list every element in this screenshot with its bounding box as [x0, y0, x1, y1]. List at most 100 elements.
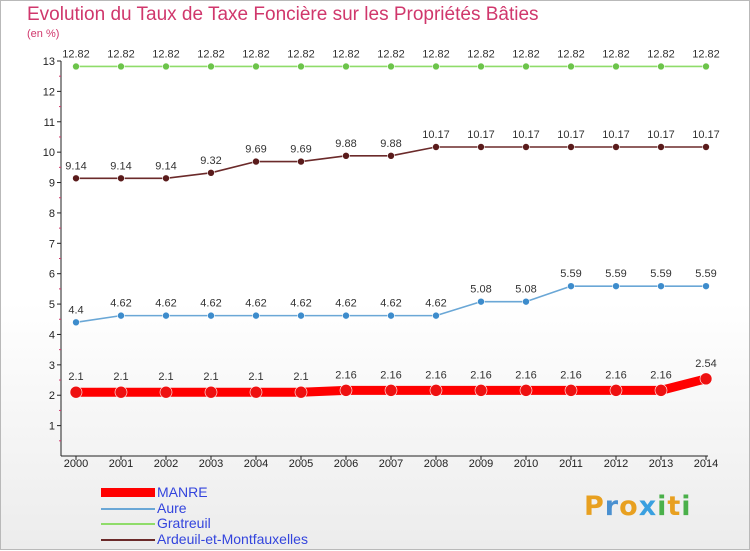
data-label: 2.16	[470, 369, 491, 381]
data-point	[609, 384, 623, 397]
legend-swatch	[101, 507, 155, 510]
x-tick-label: 2003	[199, 458, 223, 470]
data-point	[522, 62, 530, 71]
data-point	[699, 372, 713, 386]
legend-label: Gratreuil	[157, 515, 211, 531]
data-label: 4.4	[68, 304, 83, 316]
data-point	[477, 62, 485, 71]
y-tick-label: 1	[49, 421, 55, 433]
y-tick-label: 3	[49, 360, 55, 372]
data-label: 12.82	[287, 48, 315, 60]
data-point	[117, 311, 125, 320]
x-tick-label: 2012	[604, 458, 628, 470]
data-point	[567, 282, 575, 290]
legend-label: Aure	[157, 499, 187, 516]
data-label: 9.69	[245, 144, 266, 156]
y-tick-label: 8	[49, 208, 55, 220]
data-label: 9.14	[155, 160, 176, 172]
data-label: 12.82	[242, 48, 270, 60]
data-point	[297, 311, 305, 320]
data-label: 2.16	[380, 369, 401, 381]
data-point	[117, 62, 125, 71]
data-label: 12.82	[602, 48, 630, 60]
x-tick-label: 2010	[514, 458, 538, 470]
data-point	[657, 282, 665, 290]
data-label: 2.1	[68, 371, 83, 383]
data-point	[162, 174, 170, 183]
data-label: 2.16	[425, 369, 446, 381]
proxiti-logo: Proxiti	[584, 491, 692, 522]
x-tick-label: 2008	[424, 458, 448, 470]
data-point	[522, 143, 530, 151]
legend-label: MANRE	[157, 484, 208, 500]
data-label: 5.59	[695, 268, 716, 280]
data-label: 12.82	[467, 48, 495, 60]
x-tick-label: 2014	[694, 458, 718, 470]
data-label: 12.82	[197, 48, 225, 60]
x-tick-label: 2002	[154, 458, 178, 470]
data-label: 12.82	[647, 48, 675, 60]
data-point	[702, 282, 710, 290]
data-label: 10.17	[557, 129, 585, 141]
data-point	[702, 143, 710, 151]
data-label: 4.62	[335, 298, 356, 310]
y-tick-label: 4	[49, 329, 55, 341]
data-point	[432, 62, 440, 71]
data-point	[72, 174, 80, 183]
data-label: 9.88	[335, 138, 356, 150]
data-point	[612, 143, 620, 151]
legend-swatch	[101, 538, 155, 541]
data-label: 9.32	[200, 155, 221, 167]
data-label: 4.62	[290, 298, 311, 310]
data-label: 9.88	[380, 138, 401, 150]
data-label: 2.54	[695, 358, 716, 370]
data-label: 5.59	[650, 268, 671, 280]
y-unit-label: (en %)	[27, 28, 60, 40]
legend-label: Ardeuil-et-Montfauxelles	[157, 530, 308, 547]
legend-swatch	[101, 523, 155, 525]
y-tick-label: 6	[49, 269, 55, 281]
data-point	[429, 384, 443, 397]
data-point	[522, 297, 530, 306]
data-point	[117, 174, 125, 183]
data-label: 10.17	[647, 129, 675, 141]
data-point	[477, 297, 485, 306]
data-point	[342, 152, 350, 160]
data-label: 10.17	[422, 129, 450, 141]
data-label: 5.08	[470, 284, 491, 296]
data-label: 4.62	[245, 298, 266, 310]
legend-swatch	[101, 488, 155, 497]
y-tick-label: 13	[43, 56, 55, 68]
data-point	[432, 311, 440, 320]
data-point	[564, 384, 578, 397]
data-point	[339, 384, 353, 397]
data-point	[297, 157, 305, 166]
logo-letter: i	[657, 491, 668, 522]
x-tick-label: 2009	[469, 458, 493, 470]
data-label: 2.16	[515, 369, 536, 381]
data-label: 12.82	[152, 48, 180, 60]
data-label: 4.62	[200, 298, 221, 310]
data-label: 5.59	[605, 268, 626, 280]
data-point	[702, 62, 710, 71]
x-tick-label: 2001	[109, 458, 133, 470]
y-tick-label: 11	[44, 117, 55, 129]
data-point	[342, 62, 350, 71]
data-label: 4.62	[380, 298, 401, 310]
data-label: 5.59	[560, 268, 581, 280]
data-label: 10.17	[467, 129, 495, 141]
data-point	[159, 385, 173, 399]
logo-letter: o	[619, 491, 639, 522]
data-point	[612, 62, 620, 71]
data-point	[387, 152, 395, 160]
data-point	[204, 385, 218, 399]
y-tick-label: 5	[49, 299, 55, 311]
data-point	[207, 62, 215, 71]
y-tick-label: 9	[49, 178, 55, 190]
y-tick-label: 2	[49, 390, 55, 402]
data-label: 9.14	[110, 160, 131, 172]
data-point	[519, 384, 533, 397]
data-point	[162, 311, 170, 320]
x-tick-label: 2004	[244, 458, 268, 470]
